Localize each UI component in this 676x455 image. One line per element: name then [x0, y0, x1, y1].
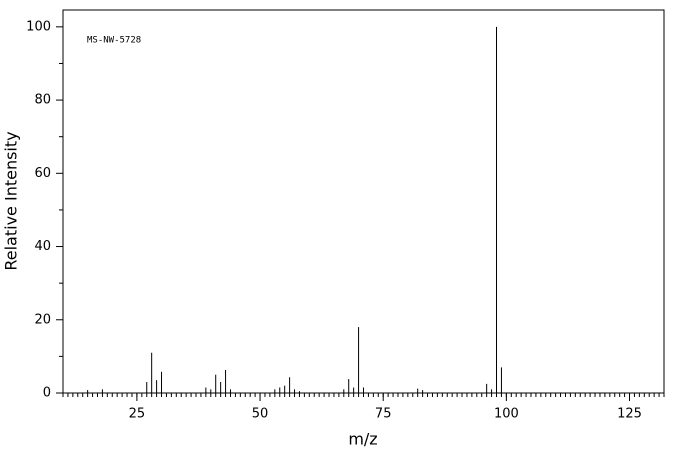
- y-tick-label: 20: [34, 312, 51, 327]
- y-tick-label: 60: [34, 166, 51, 181]
- x-axis-label: m/z: [348, 430, 377, 449]
- x-tick-label: 75: [375, 407, 392, 422]
- y-tick-label: 100: [26, 19, 51, 34]
- y-axis-label: Relative Intensity: [2, 131, 21, 270]
- x-tick-label: 125: [617, 407, 642, 422]
- y-tick-label: 0: [43, 386, 51, 401]
- annotation: MS-NW-5728: [87, 36, 141, 46]
- y-tick-label: 40: [34, 239, 51, 254]
- y-tick-label: 80: [34, 93, 51, 108]
- x-tick-label: 100: [494, 407, 519, 422]
- x-tick-label: 50: [252, 407, 269, 422]
- plot-frame: [62, 9, 665, 394]
- x-tick-label: 25: [129, 407, 146, 422]
